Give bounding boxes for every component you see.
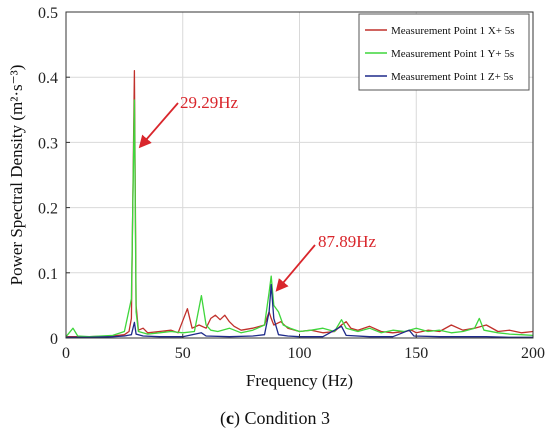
figure-caption: (c) Condition 3 bbox=[219, 408, 330, 428]
annotation-arrow bbox=[138, 102, 179, 149]
y-tick-label: 0.2 bbox=[38, 201, 58, 218]
series-line-2 bbox=[65, 99, 534, 338]
x-axis-label: Frequency (Hz) bbox=[246, 371, 353, 390]
x-tick-label: 200 bbox=[521, 345, 545, 362]
y-tick-label: 0 bbox=[50, 331, 58, 348]
legend-entry: Measurement Point 1 Y+ 5s bbox=[391, 48, 514, 60]
x-tick-label: 0 bbox=[62, 345, 70, 362]
legend-entry: Measurement Point 1 Z+ 5s bbox=[391, 71, 513, 83]
series-line-3 bbox=[66, 283, 533, 338]
y-tick-label: 0.4 bbox=[38, 70, 58, 87]
y-tick-label: 0.5 bbox=[38, 5, 58, 22]
y-axis-label: Power Spectral Density (m²·s⁻³) bbox=[7, 65, 26, 286]
annotation-label: 29.29Hz bbox=[180, 93, 239, 112]
annotation-arrow bbox=[275, 244, 316, 292]
x-tick-label: 50 bbox=[175, 345, 191, 362]
y-tick-label: 0.3 bbox=[38, 135, 58, 152]
x-tick-label: 150 bbox=[404, 345, 428, 362]
x-tick-label: 100 bbox=[288, 345, 312, 362]
psd-chart: 0 50 100 150 200 0 0.1 0.2 0.3 0.4 0.5 Frequency (H… bbox=[7, 5, 545, 390]
annotation-label: 87.89Hz bbox=[318, 232, 377, 251]
caption-text: Condition 3 bbox=[239, 408, 330, 428]
caption-label: c bbox=[225, 408, 234, 428]
legend-box bbox=[358, 13, 530, 91]
legend-entry: Measurement Point 1 X+ 5s bbox=[391, 25, 515, 37]
y-tick-label: 0.1 bbox=[38, 266, 58, 283]
legend: Measurement Point 1 X+ 5s Measurement Poi… bbox=[358, 13, 530, 91]
